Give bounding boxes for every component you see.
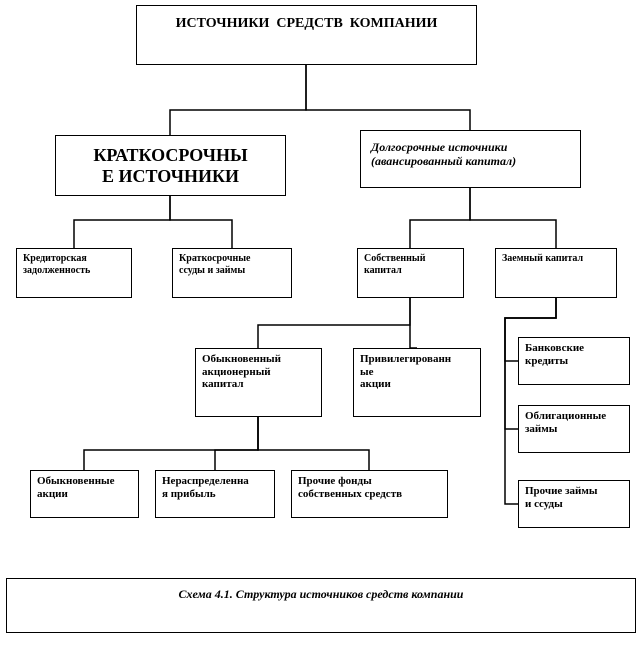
node-zaem-kap-label: Заемный капитал bbox=[502, 253, 583, 265]
node-nerasp-prib: Нераспределенна я прибыль bbox=[155, 470, 275, 518]
diagram-edges bbox=[0, 0, 642, 652]
node-priv-akc-label: Привилегированн ые акции bbox=[360, 353, 451, 391]
node-sobstv-kap: Собственный капитал bbox=[357, 248, 464, 298]
node-obyk-akc: Обыкновенные акции bbox=[30, 470, 139, 518]
node-bank-kred: Банковские кредиты bbox=[518, 337, 630, 385]
node-short-sources: КРАТКОСРОЧНЫ Е ИСТОЧНИКИ bbox=[55, 135, 286, 196]
node-bank-kred-label: Банковские кредиты bbox=[525, 342, 584, 367]
node-obl-zaimy: Облигационные займы bbox=[518, 405, 630, 453]
node-obyk-ak-kap-label: Обыкновенный акционерный капитал bbox=[202, 353, 281, 391]
node-root-label: ИСТОЧНИКИ СРЕДСТВ КОМПАНИИ bbox=[176, 10, 438, 32]
node-nerasp-prib-label: Нераспределенна я прибыль bbox=[162, 475, 249, 500]
node-kred-zad: Кредиторская задолженность bbox=[16, 248, 132, 298]
diagram-caption-label: Схема 4.1. Структура источников средств … bbox=[179, 587, 464, 601]
node-obl-zaimy-label: Облигационные займы bbox=[525, 410, 606, 435]
node-kred-zad-label: Кредиторская задолженность bbox=[23, 253, 90, 276]
node-long-sources: Долгосрочные источники (авансированный к… bbox=[360, 130, 581, 188]
node-proch-fondy: Прочие фонды собственных средств bbox=[291, 470, 448, 518]
node-obyk-ak-kap: Обыкновенный акционерный капитал bbox=[195, 348, 322, 417]
node-kratk-ssudy: Краткосрочные ссуды и займы bbox=[172, 248, 292, 298]
node-kratk-ssudy-label: Краткосрочные ссуды и займы bbox=[179, 253, 250, 276]
diagram-caption: Схема 4.1. Структура источников средств … bbox=[6, 578, 636, 633]
node-root: ИСТОЧНИКИ СРЕДСТВ КОМПАНИИ bbox=[136, 5, 477, 65]
node-obyk-akc-label: Обыкновенные акции bbox=[37, 475, 115, 500]
node-long-sources-label: Долгосрочные источники (авансированный к… bbox=[367, 135, 520, 175]
node-sobstv-kap-label: Собственный капитал bbox=[364, 253, 426, 276]
node-proch-zaimy: Прочие займы и ссуды bbox=[518, 480, 630, 528]
node-proch-fondy-label: Прочие фонды собственных средств bbox=[298, 475, 402, 500]
node-proch-zaimy-label: Прочие займы и ссуды bbox=[525, 485, 597, 510]
node-short-sources-label: КРАТКОСРОЧНЫ Е ИСТОЧНИКИ bbox=[93, 145, 247, 186]
node-priv-akc: Привилегированн ые акции bbox=[353, 348, 481, 417]
node-zaem-kap: Заемный капитал bbox=[495, 248, 617, 298]
